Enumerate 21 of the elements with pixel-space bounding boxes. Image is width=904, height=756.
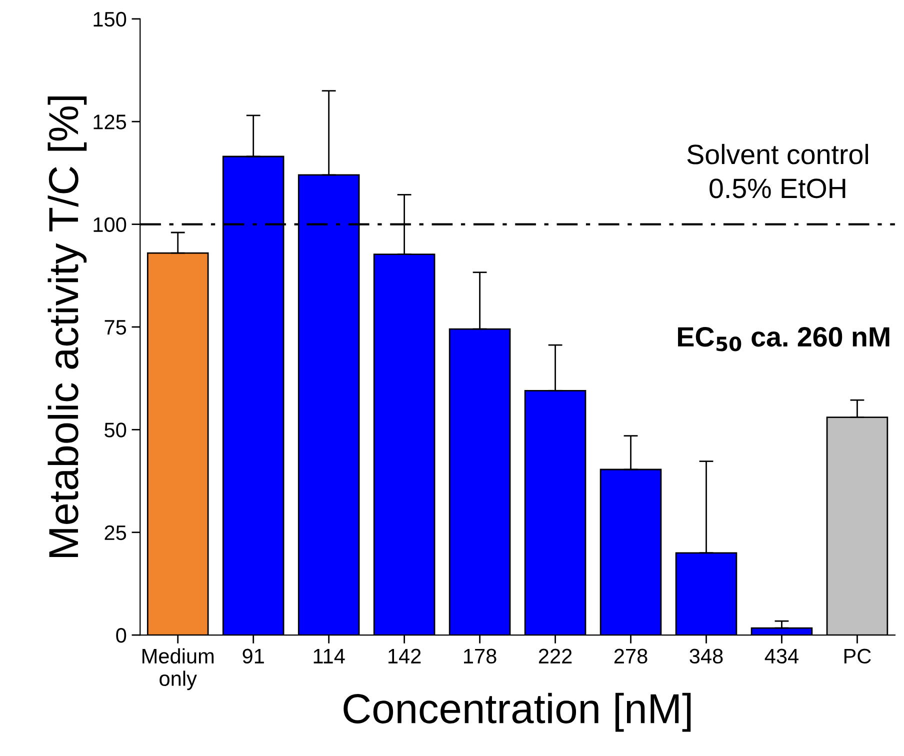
y-tick-label: 25 xyxy=(104,525,126,540)
x-tick-label: 178 xyxy=(464,648,496,664)
x-tick-label: 91 xyxy=(242,648,264,664)
y-tick-label: 50 xyxy=(104,422,126,438)
annotation: EC$_{50}$ ca. 260 nM xyxy=(678,327,890,352)
x-tick-label: 434 xyxy=(764,648,799,664)
x-tick-label: 142 xyxy=(388,648,421,664)
y-tick-label: 0 xyxy=(116,628,126,643)
y-tick-label: 100 xyxy=(94,217,126,232)
x-tick-label: Medium only xyxy=(142,648,214,690)
x-tick-label: 348 xyxy=(690,648,723,664)
y-tick-label: 125 xyxy=(94,114,126,130)
x-tick-label: 222 xyxy=(538,648,572,664)
x-axis-title: Concentration [nM] xyxy=(344,692,691,732)
y-tick-label: 150 xyxy=(94,12,126,27)
x-tick-label: 278 xyxy=(614,648,648,664)
y-axis-title: Metabolic activity T/C [%] xyxy=(48,96,87,558)
y-tick-label: 75 xyxy=(104,320,126,335)
x-tick-label: 114 xyxy=(314,649,345,664)
ref-line-label: Solvent control 0.5% EtOH xyxy=(687,144,868,198)
x-tick-label: PC xyxy=(844,648,871,664)
